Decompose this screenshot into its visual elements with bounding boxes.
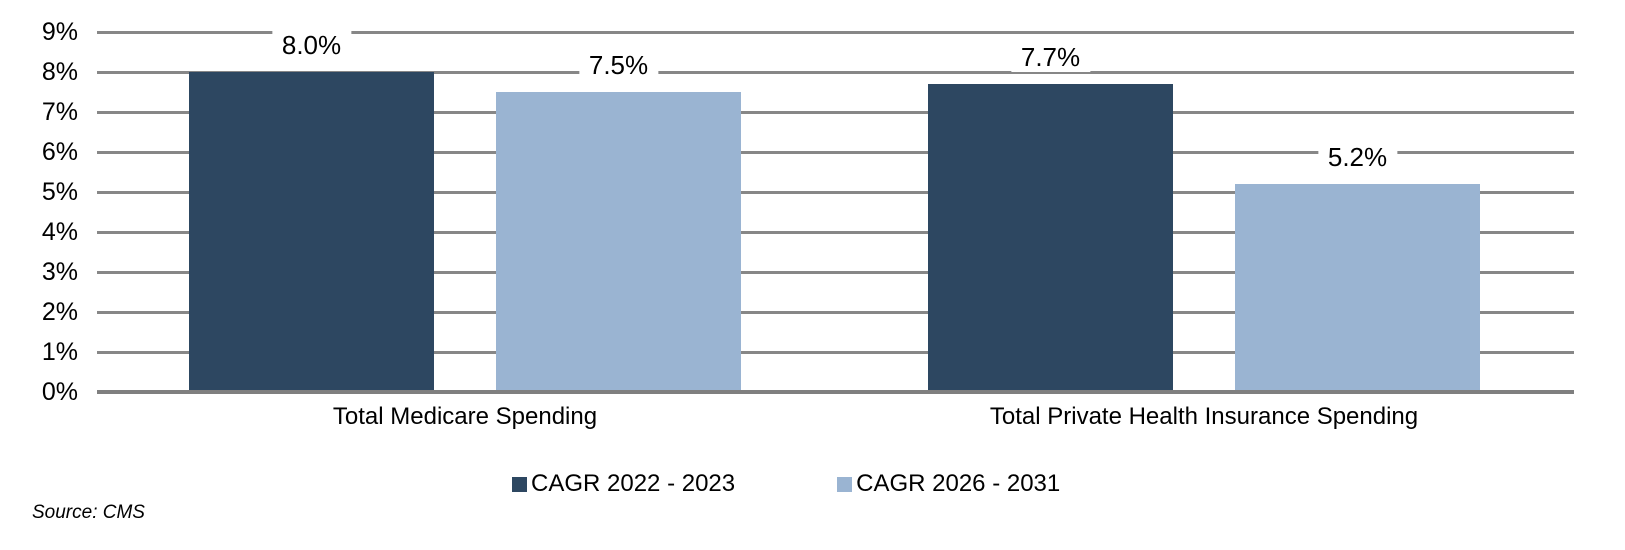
legend-label: CAGR 2026 - 2031 — [856, 470, 1061, 497]
y-axis-tick-label: 4% — [41, 218, 78, 246]
bar-series0-cat1 — [928, 84, 1173, 392]
y-axis-tick-label: 0% — [41, 378, 78, 406]
gridline — [97, 110, 1574, 114]
gridline — [97, 190, 1574, 194]
bar-value-label: 7.5% — [578, 50, 659, 80]
y-axis-tick-label: 2% — [41, 298, 78, 326]
x-axis-category-label: Total Private Health Insurance Spending — [989, 403, 1419, 430]
bar-value-label: 7.7% — [1010, 42, 1091, 72]
gridline — [97, 350, 1574, 354]
legend-item-0: CAGR 2022 - 2023 — [512, 470, 735, 498]
bar-series1-cat1 — [1235, 184, 1480, 392]
legend: CAGR 2022 - 2023 CAGR 2026 - 2031 — [512, 470, 1060, 498]
gridline — [97, 30, 1574, 34]
gridline — [97, 150, 1574, 154]
source-note: Source: CMS — [32, 502, 145, 523]
x-axis-line — [97, 390, 1574, 394]
legend-swatch — [837, 476, 853, 492]
bar-value-label: 8.0% — [271, 30, 352, 60]
bar-value-label: 5.2% — [1317, 142, 1398, 172]
gridline — [97, 70, 1574, 74]
bar-series0-cat0 — [189, 72, 434, 392]
legend-swatch — [512, 476, 527, 492]
gridline — [97, 270, 1574, 274]
gridline — [97, 310, 1574, 314]
bar-series1-cat0 — [496, 92, 741, 392]
gridline — [97, 230, 1574, 234]
y-axis-tick-label: 3% — [41, 258, 78, 286]
legend-label: CAGR 2022 - 2023 — [531, 470, 736, 497]
x-axis-category-label: Total Medicare Spending — [332, 403, 598, 430]
y-axis-tick-label: 8% — [41, 58, 78, 86]
plot-area: 8.0% 7.5% 7.7% 5.2% — [97, 30, 1574, 394]
legend-item-1: CAGR 2026 - 2031 — [837, 470, 1060, 498]
y-axis-tick-label: 9% — [41, 18, 78, 46]
y-axis-tick-label: 5% — [41, 178, 78, 206]
y-axis-tick-label: 6% — [41, 138, 78, 166]
y-axis-tick-label: 1% — [41, 338, 78, 366]
y-axis-tick-label: 7% — [41, 98, 78, 126]
